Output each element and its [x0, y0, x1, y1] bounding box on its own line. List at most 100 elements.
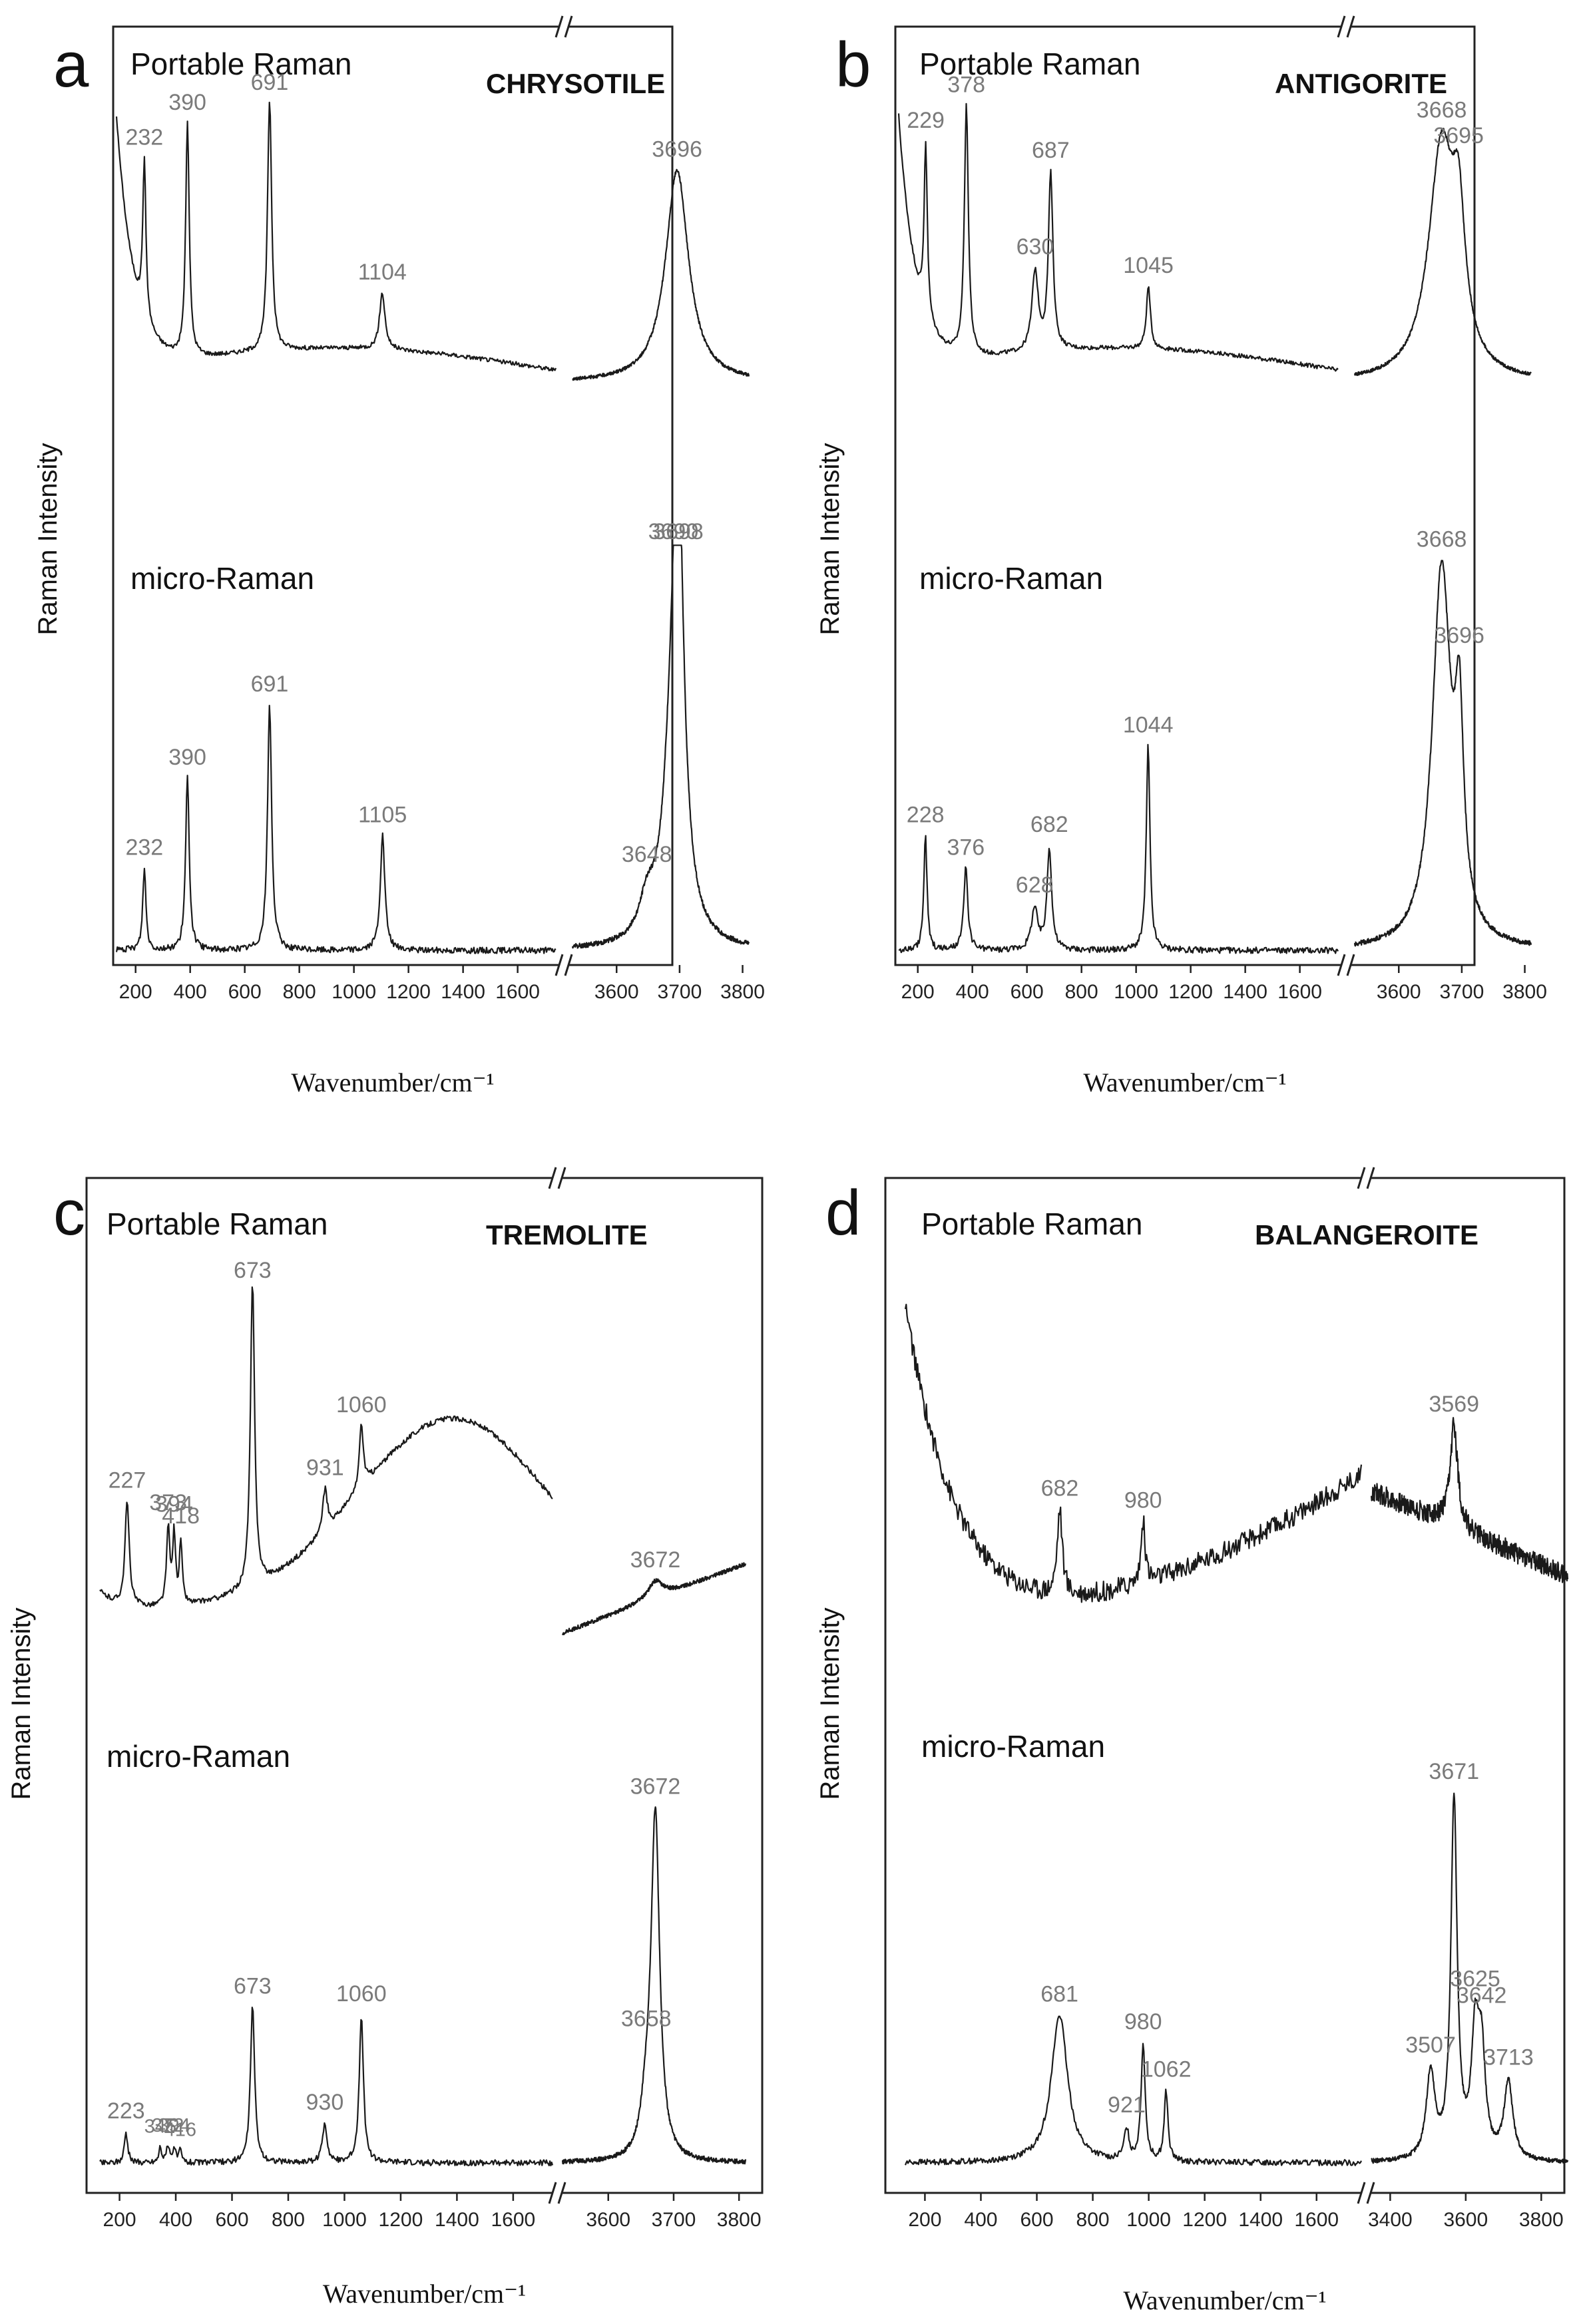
panel-letter: b — [835, 29, 871, 100]
peak-label: 390 — [168, 90, 206, 115]
peak-label: 691 — [251, 70, 289, 95]
panel-letter: d — [825, 1177, 861, 1249]
x-tick-label: 400 — [159, 2209, 192, 2231]
spectrum-trace — [904, 1304, 1363, 1603]
axis-break-gap — [560, 961, 568, 969]
peak-label: 394 — [158, 2115, 190, 2136]
peak-label: 980 — [1124, 1488, 1162, 1513]
axis-break-mark — [1366, 2182, 1375, 2204]
mineral-title: ANTIGORITE — [1275, 68, 1447, 99]
x-tick-label: 1600 — [1277, 981, 1322, 1003]
axis-break-gap — [553, 2189, 561, 2197]
x-tick-label: 1000 — [1114, 981, 1158, 1003]
peak-label: 3668 — [1417, 526, 1467, 552]
axis-break-gap — [1342, 23, 1350, 31]
peak-label: 3648 — [622, 842, 672, 867]
peak-label: 3507 — [1405, 2033, 1456, 2058]
axis-break-mark — [1366, 1167, 1375, 1189]
axis-break-mark — [1337, 15, 1346, 38]
x-tick-label: 1400 — [1223, 981, 1267, 1003]
peak-label: 1104 — [358, 260, 407, 285]
x-tick-label: 1200 — [1168, 981, 1213, 1003]
panel-d: d BALANGEROITE Portable Raman micro-Raman 20… — [815, 1167, 1569, 2315]
spectrum-trace — [572, 168, 750, 381]
spectrum-trace — [99, 2007, 554, 2167]
x-tick-label: 200 — [119, 981, 152, 1003]
peak-label: 3625 — [1450, 1966, 1500, 1991]
spectrum-trace — [561, 1562, 747, 1636]
peak-label: 3569 — [1429, 1392, 1479, 1417]
plot-frame — [884, 1177, 1566, 2194]
x-tick-label: 3800 — [1519, 2209, 1564, 2231]
axis-break-mark — [548, 1167, 557, 1189]
peak-label: 980 — [1124, 2009, 1162, 2034]
spectrum-trace — [99, 1286, 553, 1608]
peak-label: 673 — [234, 1974, 272, 1999]
peak-label: 1060 — [336, 1392, 387, 1418]
axis-break-mark — [555, 954, 564, 976]
axis-break-gap — [560, 23, 568, 31]
peak-label: 229 — [907, 108, 945, 133]
x-tick-label: 1200 — [386, 981, 431, 1003]
spectrum-trace — [571, 544, 750, 949]
x-tick-label: 3700 — [652, 2209, 696, 2231]
peak-label: 3696 — [1434, 623, 1484, 648]
x-tick-label: 800 — [283, 981, 316, 1003]
x-axis-title: Wavenumber/cm⁻¹ — [1123, 2285, 1326, 2315]
x-axis-title: Wavenumber/cm⁻¹ — [291, 1067, 494, 1097]
peak-label: 3658 — [621, 2007, 672, 2032]
peak-label: 673 — [234, 1258, 272, 1283]
x-tick-label: 1200 — [1182, 2209, 1227, 2231]
x-tick-label: 1200 — [379, 2209, 423, 2231]
x-axis-title: Wavenumber/cm⁻¹ — [323, 2279, 526, 2309]
x-tick-label: 600 — [228, 981, 262, 1003]
peak-label: 3690 — [648, 519, 699, 544]
peak-label: 232 — [125, 835, 163, 860]
peak-label: 1045 — [1123, 253, 1174, 278]
peak-label: 930 — [306, 2090, 344, 2115]
mineral-title: BALANGEROITE — [1255, 1219, 1478, 1251]
panel-a: a CHRYSOTILE Portable Raman micro-Raman 200 4… — [33, 15, 765, 1097]
axis-break-mark — [1346, 15, 1355, 38]
axis-break-mark — [564, 15, 573, 38]
mineral-title: CHRYSOTILE — [486, 68, 665, 99]
y-axis-title: Raman Intensity — [7, 1607, 36, 1800]
x-tick-label: 1600 — [495, 981, 540, 1003]
y-axis-title: Raman Intensity — [815, 443, 845, 635]
x-tick-label: 600 — [215, 2209, 248, 2231]
x-tick-label: 3800 — [1502, 981, 1547, 1003]
peak-label: 1044 — [1123, 712, 1174, 737]
axis-break-mark — [1346, 954, 1355, 976]
axis-break-mark — [1357, 2182, 1366, 2204]
peak-label: 681 — [1040, 1981, 1078, 2007]
plot-frame — [894, 25, 1476, 966]
x-tick-label: 1400 — [441, 981, 485, 1003]
y-axis-title: Raman Intensity — [815, 1607, 845, 1800]
x-tick-label: 400 — [956, 981, 989, 1003]
mineral-title: TREMOLITE — [486, 1219, 648, 1251]
spectrum-trace — [1353, 560, 1532, 947]
y-axis-title: Raman Intensity — [33, 443, 63, 635]
axis-break-mark — [1337, 954, 1346, 976]
peak-label: 3696 — [652, 137, 702, 162]
axis-break-mark — [557, 1167, 566, 1189]
peak-label: 378 — [947, 72, 985, 97]
spectrum-trace — [1371, 1792, 1569, 2164]
x-tick-label: 3600 — [1443, 2209, 1488, 2231]
peak-label: 376 — [947, 835, 985, 860]
peak-label: 416 — [164, 2120, 196, 2141]
peak-label: 3672 — [630, 1547, 681, 1573]
series-label-portable: Portable Raman — [919, 47, 1140, 81]
peak-label: 1060 — [336, 1981, 387, 2007]
x-tick-label: 3700 — [1440, 981, 1484, 1003]
peak-label: 682 — [1041, 1476, 1079, 1501]
x-tick-label: 600 — [1011, 981, 1044, 1003]
series-label-micro: micro-Raman — [107, 1739, 290, 1774]
peak-label: 682 — [1030, 812, 1068, 837]
peak-label: 372 — [152, 2115, 184, 2136]
x-tick-label: 600 — [1020, 2209, 1053, 2231]
peak-label: 227 — [109, 1468, 146, 1493]
x-tick-label: 200 — [103, 2209, 136, 2231]
x-tick-label: 200 — [908, 2209, 941, 2231]
